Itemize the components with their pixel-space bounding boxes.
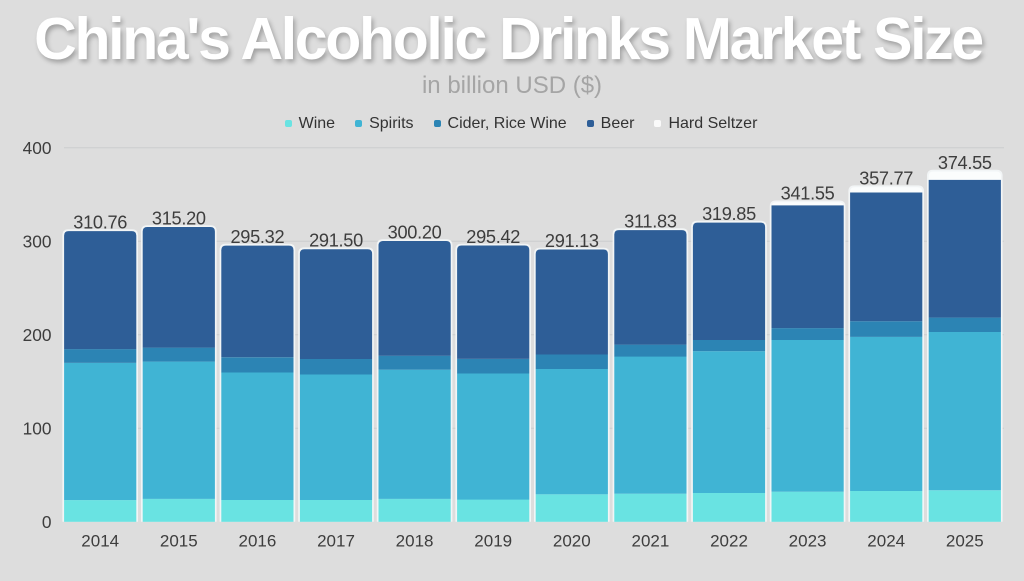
svg-text:2023: 2023	[789, 532, 827, 551]
svg-text:295.32: 295.32	[230, 227, 284, 247]
svg-text:400: 400	[23, 138, 52, 158]
svg-text:2021: 2021	[631, 532, 669, 551]
svg-text:100: 100	[23, 419, 52, 439]
svg-text:300: 300	[23, 232, 52, 252]
svg-text:310.76: 310.76	[73, 212, 127, 232]
svg-text:374.55: 374.55	[938, 153, 992, 173]
svg-text:295.42: 295.42	[466, 227, 520, 247]
svg-text:357.77: 357.77	[859, 169, 913, 189]
svg-text:300.20: 300.20	[388, 222, 442, 242]
svg-text:2016: 2016	[238, 532, 276, 551]
svg-text:200: 200	[23, 325, 52, 345]
svg-text:2022: 2022	[710, 532, 748, 551]
svg-text:315.20: 315.20	[152, 208, 206, 228]
svg-text:2020: 2020	[553, 532, 591, 551]
svg-text:341.55: 341.55	[781, 184, 835, 204]
svg-text:2015: 2015	[160, 532, 198, 551]
svg-text:0: 0	[42, 512, 52, 532]
svg-text:2014: 2014	[81, 532, 119, 551]
svg-text:2018: 2018	[396, 532, 434, 551]
svg-text:319.85: 319.85	[702, 204, 756, 224]
svg-text:2025: 2025	[946, 532, 984, 551]
svg-text:291.13: 291.13	[545, 231, 599, 251]
svg-text:2024: 2024	[867, 532, 905, 551]
svg-text:291.50: 291.50	[309, 231, 363, 251]
svg-text:2019: 2019	[474, 532, 512, 551]
svg-text:311.83: 311.83	[624, 211, 677, 231]
svg-text:2017: 2017	[317, 532, 355, 551]
